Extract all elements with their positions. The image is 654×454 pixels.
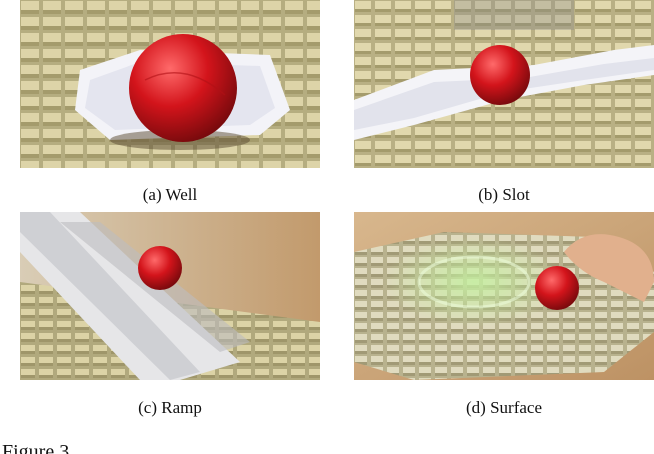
caption-ramp: (c) Ramp <box>138 398 202 417</box>
caption-surface: (d) Surface <box>466 398 542 417</box>
caption-slot: (b) Slot <box>478 185 530 204</box>
panel-slot-image <box>354 0 654 168</box>
figure-caption-fragment: Figure 3. … … … … … … … <box>2 441 250 454</box>
panel-well-image <box>20 0 320 168</box>
panel-surface-image <box>354 212 654 380</box>
caption-well: (a) Well <box>142 185 198 204</box>
panel-ramp-image <box>20 212 320 380</box>
